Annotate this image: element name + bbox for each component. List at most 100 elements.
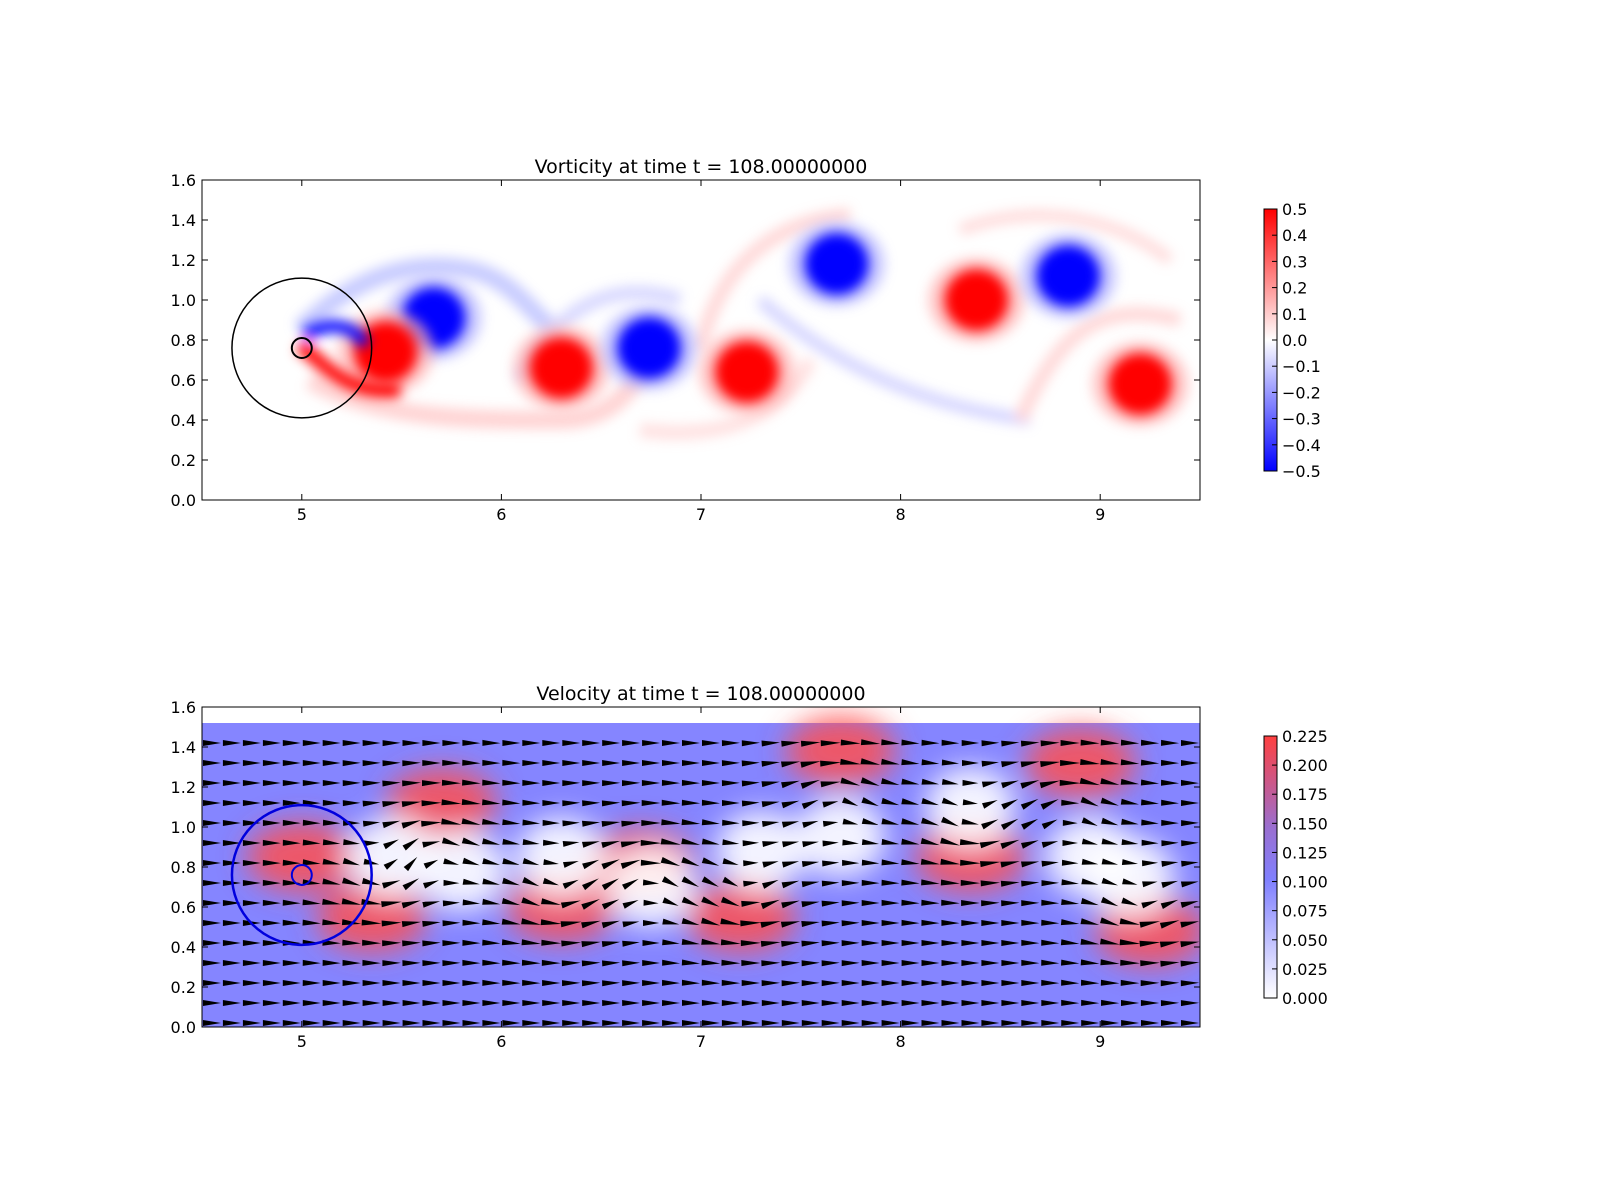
quiver-arrow [662,1020,681,1026]
vortex-core [529,337,594,399]
quiver-arrow [481,818,501,825]
quiver-arrow [422,901,441,908]
quiver-arrow [541,939,562,946]
quiver-arrow [940,879,960,886]
quiver-arrow [1120,959,1140,966]
quiver-arrow [262,1020,281,1026]
quiver-arrow [941,1000,960,1006]
quiver-arrow [441,799,462,806]
quiver-arrow [1021,980,1040,986]
quiver-arrow [681,979,701,986]
quiver-arrow [462,1020,481,1026]
quiver-arrow [282,980,301,986]
quiver-arrow [601,859,620,870]
colorbar-tick-label: 0.050 [1282,931,1328,950]
quiver-arrow [702,740,720,746]
quiver-arrow [302,859,321,866]
quiver-arrow [701,938,721,945]
quiver-arrow [741,800,760,807]
quiver-arrow [402,940,421,947]
quiver-arrow [841,1020,860,1026]
quiver-arrow [203,960,221,966]
quiver-arrow [820,760,842,767]
quiver-arrow [641,820,661,826]
quiver-arrow [921,817,940,826]
quiver-arrow [901,919,920,926]
quiver-arrow [622,1000,641,1006]
quiver-arrow [381,901,402,908]
quiver-arrow [1081,999,1100,1006]
quiver-arrow [1181,760,1199,766]
quiver-arrow [881,980,900,986]
quiver-arrow [901,859,920,866]
quiver-arrow [1140,960,1160,967]
quiver-arrow [941,1020,960,1026]
quiver-arrow [1080,898,1099,906]
quiver-arrow [601,920,620,929]
quiver-arrow [781,1000,800,1007]
quiver-arrow [1001,740,1020,747]
quiver-arrow [441,818,462,825]
quiver-arrow [701,979,721,986]
quiver-arrow [562,1020,581,1026]
quiver-arrow [861,797,879,807]
velocity-colorbar-ticks: 0.000 0.025 0.050 0.075 0.100 0.125 0.150 0.175… [1272,727,1328,1008]
quiver-arrow [282,859,301,866]
quiver-arrow [482,1000,501,1006]
quiver-arrow [322,980,341,986]
quiver-arrow [641,780,661,786]
quiver-arrow [661,876,679,887]
quiver-arrow [979,840,1001,849]
colorbar-tick-label: −0.4 [1282,436,1321,455]
quiver-arrow [1001,940,1020,946]
quiver-arrow [342,857,360,866]
velocity-quiver [203,739,1200,1026]
quiver-arrow [562,1000,581,1006]
quiver-arrow [842,797,859,806]
quiver-arrow [462,857,480,866]
quiver-arrow [901,879,920,886]
quiver-arrow [1181,840,1199,847]
quiver-arrow [1181,860,1199,867]
quiver-arrow [343,839,360,846]
quiver-arrow [822,860,840,867]
quiver-arrow [921,759,940,766]
quiver-arrow [443,858,460,865]
quiver-arrow [242,800,261,806]
quiver-arrow [642,740,661,746]
quiver-arrow [482,878,500,885]
quiver-arrow [322,819,341,826]
quiver-arrow [981,980,1000,986]
vorticity-cylinder [290,337,313,359]
quiver-arrow [741,740,760,747]
quiver-arrow [402,980,421,986]
y-tick-label: 1.0 [171,291,196,310]
fast-flow-region [386,768,497,838]
quiver-arrow [622,780,641,787]
quiver-arrow [322,760,341,766]
quiver-arrow [980,861,1001,868]
quiver-arrow [1121,818,1139,825]
quiver-arrow [222,840,241,846]
quiver-arrow [362,980,381,986]
vorticity-x-ticks: 5 6 7 8 9 [297,180,1105,524]
quiver-arrow [522,839,540,845]
quiver-arrow [1161,759,1180,766]
colorbar-tick-label: 0.075 [1282,902,1328,921]
quiver-arrow [342,800,361,807]
quiver-arrow [581,920,601,929]
quiver-arrow [1000,839,1020,849]
quiver-arrow [743,880,759,887]
quiver-arrow [1120,798,1139,805]
quiver-arrow [602,780,621,787]
quiver-arrow [741,1020,760,1026]
quiver-arrow [543,839,560,846]
quiver-arrow [342,939,361,946]
quiver-arrow [262,960,281,966]
quiver-arrow [1160,980,1180,987]
quiver-arrow [1180,980,1200,987]
quiver-arrow [1120,979,1140,986]
quiver-arrow [422,760,441,766]
quiver-arrow [781,800,800,809]
quiver-arrow [1041,819,1058,830]
